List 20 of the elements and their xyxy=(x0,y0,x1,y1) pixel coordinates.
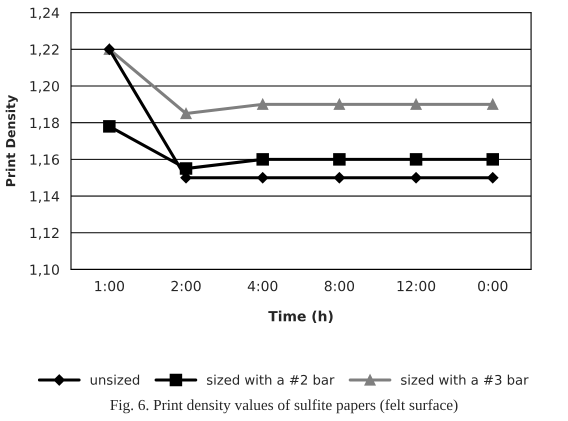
y-tick-label: 1,12 xyxy=(30,228,58,240)
x-tick-label: 2:00 xyxy=(171,280,201,292)
y-tick-label: 1,10 xyxy=(30,264,59,276)
x-tick-label: 12:00 xyxy=(398,280,436,292)
caption: Fig. 6. Print density values of sulfite papers (felt surface) xyxy=(110,399,458,414)
y-axis-title: Print Density xyxy=(6,95,18,186)
legend-label: unsized xyxy=(90,374,140,385)
y-tick-label: 1,14 xyxy=(30,191,60,203)
x-tick-label: 4:00 xyxy=(248,280,278,292)
x-axis-title: Time (h) xyxy=(268,310,333,324)
x-tick-label: 1:00 xyxy=(95,280,124,292)
y-tick-label: 1,24 xyxy=(30,8,60,20)
legend-label: sized with a #2 bar xyxy=(206,374,334,385)
y-tick-label: 1,22 xyxy=(30,44,58,56)
x-tick-label: 0:00 xyxy=(478,280,508,292)
y-tick-label: 1,18 xyxy=(30,118,59,130)
y-tick-label: 1,20 xyxy=(30,80,59,93)
legend-label: sized with a #3 bar xyxy=(401,374,529,385)
y-tick-label: 1,16 xyxy=(30,154,60,166)
x-tick-label: 8:00 xyxy=(324,280,354,292)
